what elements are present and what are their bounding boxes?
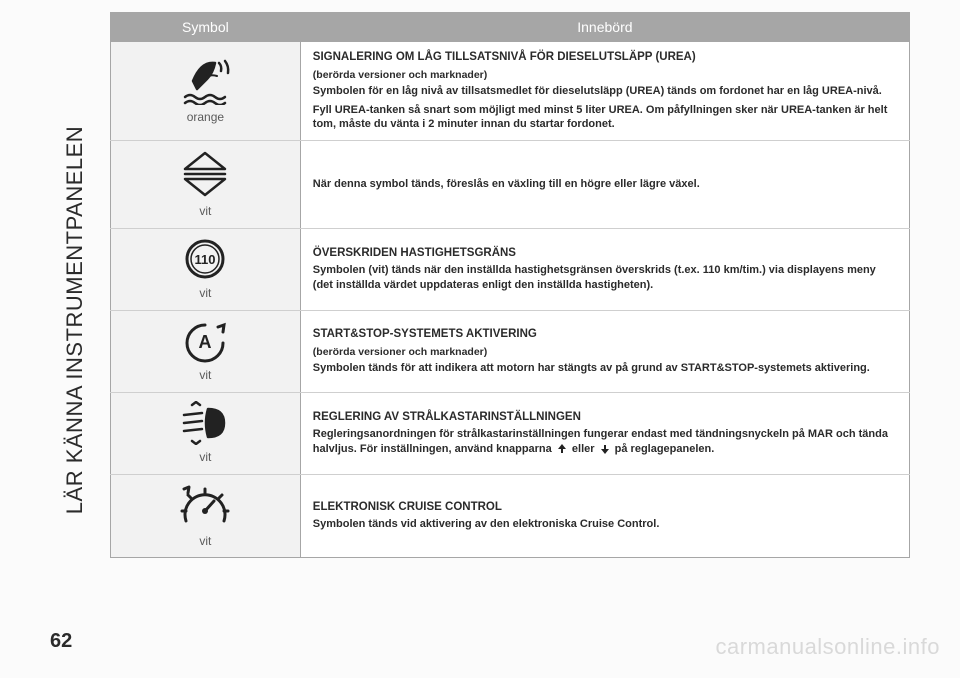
row-heading: ELEKTRONISK CRUISE CONTROL: [313, 500, 897, 516]
section-title-vertical: LÄR KÄNNA INSTRUMENTPANELEN: [62, 126, 88, 514]
table-row: vit ELEKTRONISK CRUISE CONTROL Symbolen …: [111, 474, 910, 558]
symbol-cell: vit: [178, 401, 232, 465]
symbol-color-label: vit: [177, 203, 233, 219]
up-arrow-icon: [555, 442, 569, 456]
symbol-color-label: vit: [180, 285, 230, 301]
table-row: orange SIGNALERING OM LÅG TILLSATSNIVÅ F…: [111, 42, 910, 141]
symbol-cell: vit: [178, 483, 232, 549]
symbol-color-label: vit: [180, 367, 230, 383]
svg-text:A: A: [199, 332, 212, 352]
watermark: carmanualsonline.info: [715, 634, 940, 660]
cruise-control-icon: [178, 483, 232, 529]
row-body: När denna symbol tänds, föreslås en växl…: [313, 177, 897, 192]
warning-symbols-table: Symbol Innebörd: [110, 12, 910, 558]
start-stop-icon: A: [180, 319, 230, 363]
gear-shift-icon: [177, 149, 233, 199]
symbol-cell: vit: [177, 149, 233, 219]
page: LÄR KÄNNA INSTRUMENTPANELEN 62 carmanual…: [0, 0, 960, 678]
speed-limit-icon: 110: [180, 237, 230, 281]
col-header-symbol: Symbol: [111, 13, 301, 42]
row-heading: ÖVERSKRIDEN HASTIGHETSGRÄNS: [313, 246, 897, 262]
symbol-color-label: vit: [178, 449, 232, 465]
row-heading: REGLERING AV STRÅLKASTARINSTÄLLNINGEN: [313, 410, 897, 426]
symbol-cell: A vit: [180, 319, 230, 383]
table-row: 110 vit ÖVERSKRIDEN HASTIGHETSGRÄNS Symb…: [111, 229, 910, 311]
or-text: eller: [572, 443, 598, 455]
headlight-level-icon: [178, 401, 232, 445]
row-body: Symbolen (vit) tänds när den inställda h…: [313, 263, 897, 293]
row-body: Regleringsanordningen för strålkastarins…: [313, 427, 897, 457]
row-heading: SIGNALERING OM LÅG TILLSATSNIVÅ FÖR DIES…: [313, 50, 897, 66]
row-subheading: (berörda versioner och marknader): [313, 345, 897, 359]
row-body: Symbolen tänds vid aktivering av den ele…: [313, 517, 897, 532]
col-header-meaning: Innebörd: [300, 13, 909, 42]
down-arrow-icon: [598, 442, 612, 456]
svg-text:110: 110: [195, 252, 216, 267]
symbol-cell: 110 vit: [180, 237, 230, 301]
symbol-color-label: vit: [178, 533, 232, 549]
row-body: Symbolen för en låg nivå av tillsatsmedl…: [313, 84, 897, 99]
symbol-cell: orange: [175, 57, 235, 125]
table-row: A vit START&STOP-SYSTEMETS AKTIVERING (b…: [111, 310, 910, 392]
row-body2: Fyll UREA-tanken så snart som möjligt me…: [313, 103, 897, 133]
urea-low-icon: [175, 57, 235, 105]
row-body-suffix: på reglagepanelen.: [615, 443, 715, 455]
row-heading: START&STOP-SYSTEMETS AKTIVERING: [313, 327, 897, 343]
row-body: Symbolen tänds för att indikera att moto…: [313, 361, 897, 376]
row-subheading: (berörda versioner och marknader): [313, 68, 897, 82]
table-row: vit När denna symbol tänds, föreslås en …: [111, 141, 910, 229]
table-row: vit REGLERING AV STRÅLKASTARINSTÄLLNINGE…: [111, 392, 910, 474]
symbol-color-label: orange: [175, 109, 235, 125]
page-number: 62: [50, 630, 72, 653]
